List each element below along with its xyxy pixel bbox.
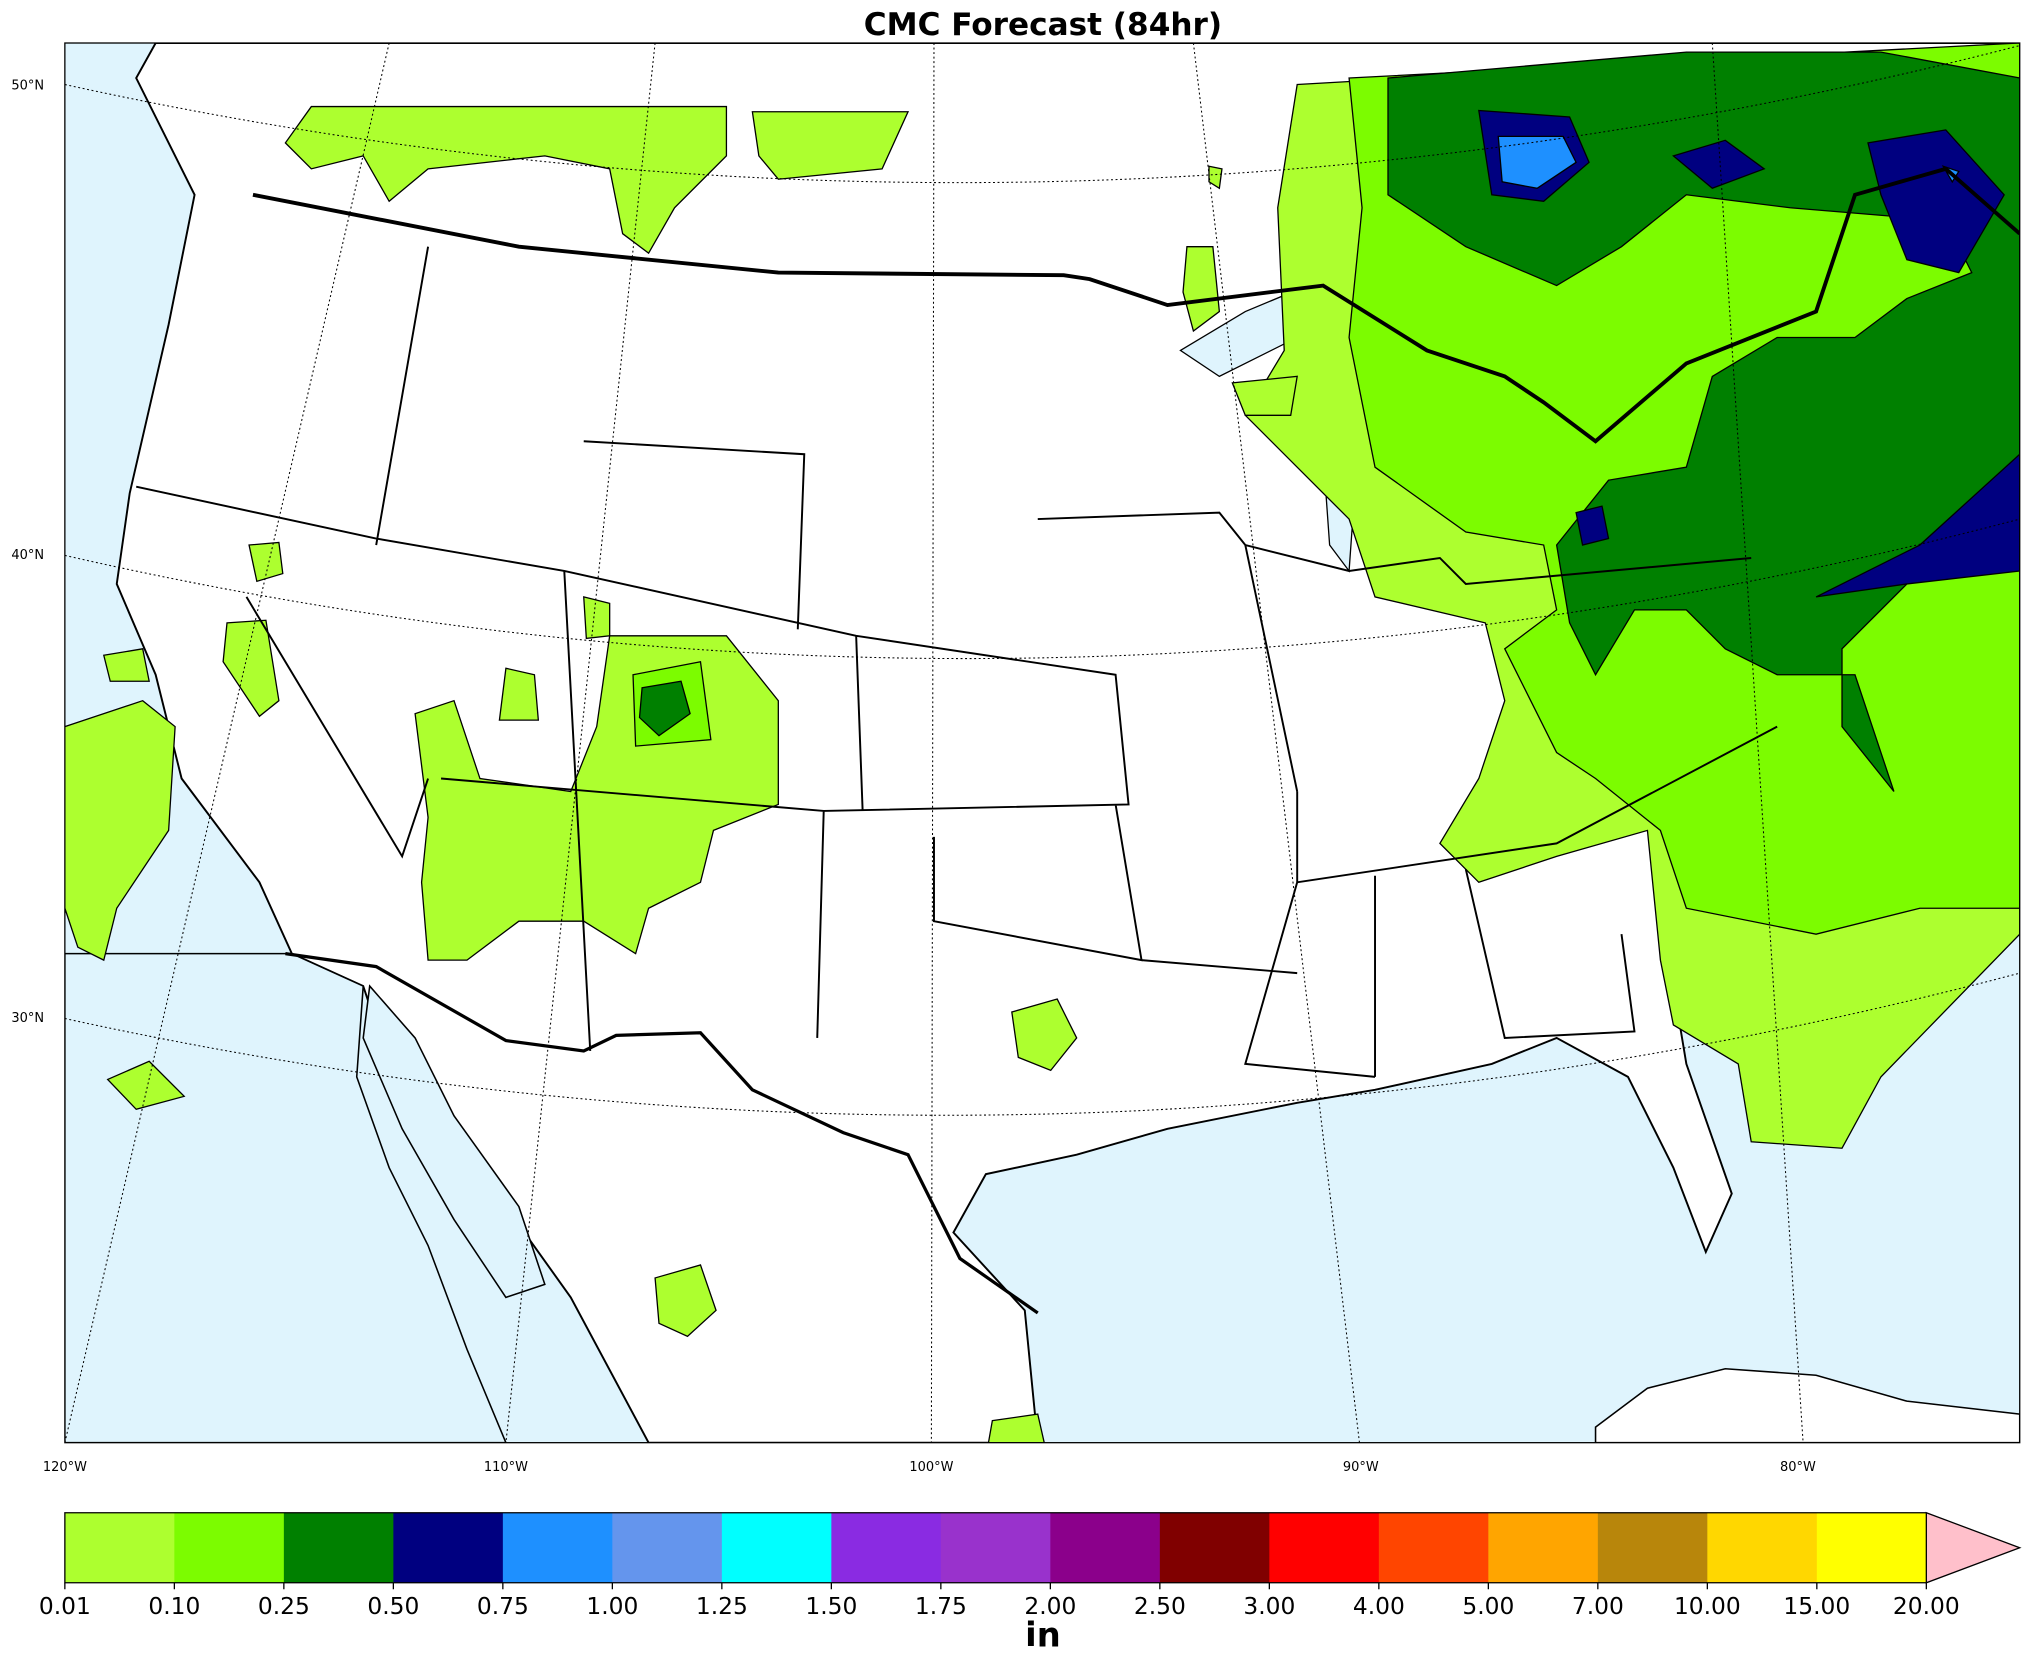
lat-label: 40°N: [11, 548, 44, 563]
colorbar-tick-label: 7.00: [1572, 1592, 1624, 1620]
colorbar-tick-label: 1.50: [805, 1592, 857, 1620]
lat-label: 30°N: [11, 1011, 44, 1026]
colorbar-unit: in: [1025, 1616, 1061, 1655]
lon-label: 90°W: [1343, 1460, 1379, 1475]
cuba: [1594, 1367, 2020, 1443]
colorbar-tick-label: 1.75: [915, 1592, 967, 1620]
colorbar-tick-label: 20.00: [1893, 1592, 1960, 1620]
colorbar-segment: [612, 1512, 723, 1583]
colorbar-tick-label: 5.00: [1462, 1592, 1514, 1620]
lat-label: 50°N: [11, 78, 44, 93]
graticule: [64, 43, 2020, 1443]
map-frame: [64, 42, 2021, 1444]
colorbar-segment: [502, 1512, 614, 1583]
colorbar-segment: [283, 1512, 395, 1583]
colorbar-segment: [1707, 1512, 1818, 1583]
colorbar-tick-label: 1.00: [586, 1592, 638, 1620]
lon-label: 110°W: [484, 1460, 528, 1475]
colorbar-tick-label: 0.75: [477, 1592, 529, 1620]
colorbar-tick-label: 10.00: [1674, 1592, 1741, 1620]
colorbar-tick-label: 0.50: [367, 1592, 419, 1620]
lon-label: 120°W: [43, 1460, 87, 1475]
colorbar-tick-label: 15.00: [1783, 1592, 1850, 1620]
colorbar-segment: [1159, 1512, 1270, 1583]
colorbar-segment: [1378, 1512, 1489, 1583]
colorbar-segment: [831, 1512, 942, 1583]
colorbar-tick-label: 0.25: [258, 1592, 310, 1620]
lon-label: 100°W: [909, 1460, 953, 1475]
colorbar-segment: [1597, 1512, 1708, 1583]
colorbar-segment: [1050, 1512, 1161, 1583]
colorbar-segment: [174, 1512, 285, 1583]
pacific-baja: [64, 952, 507, 1443]
colorbar-outline: [64, 1512, 1927, 1584]
colorbar-extension: [1925, 1511, 2022, 1584]
colorbar-segment: [721, 1512, 832, 1583]
colorbar-tick-label: 0.01: [39, 1592, 91, 1620]
colorbar-segment: [393, 1512, 504, 1583]
gulf-of-california: [362, 984, 546, 1299]
precipitation: [64, 43, 2020, 1443]
colorbar-segment: [1816, 1512, 1927, 1583]
colorbar-segment: [1269, 1512, 1380, 1583]
colorbar-segment: [940, 1512, 1051, 1583]
map-area: [64, 43, 2020, 1443]
colorbar-tick-label: 3.00: [1243, 1592, 1295, 1620]
colorbar-tick-label: 4.00: [1353, 1592, 1405, 1620]
colorbar-tick-label: 2.00: [1024, 1592, 1076, 1620]
colorbar-tick-label: 0.10: [148, 1592, 200, 1620]
colorbar-tick-label: 2.50: [1134, 1592, 1186, 1620]
colorbar-segment: [64, 1512, 176, 1583]
borders: [135, 166, 2020, 1315]
map-title: CMC Forecast (84hr): [864, 7, 1222, 43]
colorbar-segment: [1488, 1512, 1599, 1583]
colorbar-tick-label: 1.25: [696, 1592, 748, 1620]
lon-label: 80°W: [1780, 1460, 1816, 1475]
